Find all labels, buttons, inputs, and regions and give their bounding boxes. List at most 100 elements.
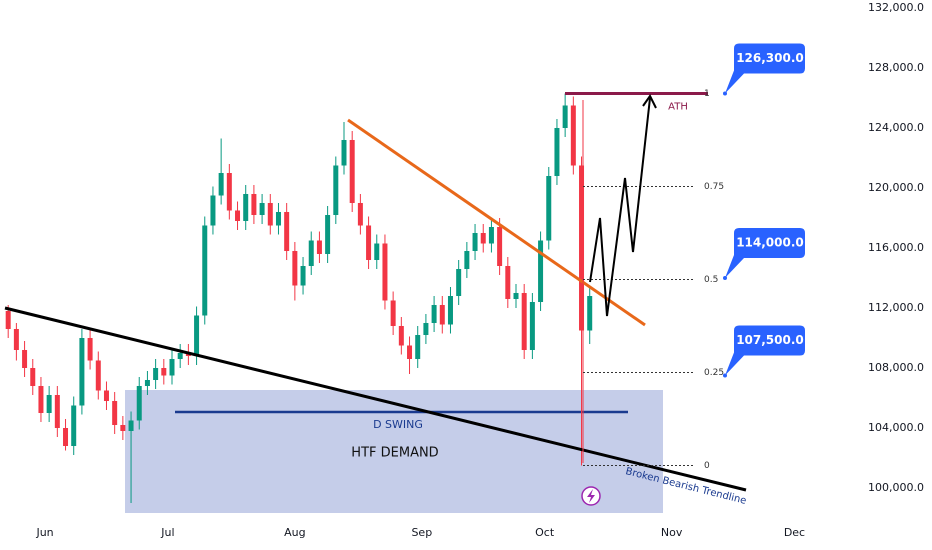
candle-body bbox=[529, 301, 535, 350]
candle-body bbox=[251, 193, 257, 215]
candle-body bbox=[423, 322, 429, 335]
candle-body bbox=[472, 232, 478, 251]
candle-body bbox=[521, 292, 527, 350]
fib: 1 0.75 0.5 0.25 0 ATH 126,300.0 114,000.0 107,50… bbox=[565, 43, 805, 471]
candle-body bbox=[398, 325, 404, 346]
candle-body bbox=[415, 334, 421, 359]
fib-label: 1 bbox=[704, 89, 710, 99]
candle-body bbox=[431, 304, 437, 323]
candle-body bbox=[161, 367, 167, 376]
candle-body bbox=[38, 385, 44, 413]
y-tick-label: 112,000.0 bbox=[868, 301, 924, 314]
price-tag-box bbox=[725, 43, 805, 94]
fib-label: 0.5 bbox=[704, 275, 718, 285]
y-tick-label: 100,000.0 bbox=[868, 481, 924, 494]
candle-body bbox=[570, 105, 576, 166]
candle-body bbox=[488, 226, 494, 244]
candle-body bbox=[95, 360, 101, 391]
price-tag-box bbox=[725, 227, 805, 278]
candle-body bbox=[341, 139, 347, 166]
axes: 132,000.0 128,000.0 124,000.0 120,000.0 116,… bbox=[35, 1, 924, 539]
candle-body bbox=[349, 139, 355, 203]
candle-body bbox=[202, 225, 208, 316]
candle-body bbox=[374, 243, 380, 260]
candle-body bbox=[63, 427, 69, 446]
y-tick-label: 116,000.0 bbox=[868, 241, 924, 254]
y-tick-label: 104,000.0 bbox=[868, 421, 924, 434]
candle-body bbox=[497, 226, 503, 266]
candle-body bbox=[325, 214, 331, 254]
candle-body bbox=[79, 337, 85, 406]
price-tag-label: 126,300.0 bbox=[736, 51, 804, 65]
candle-body bbox=[30, 367, 36, 386]
candle-body bbox=[480, 232, 486, 244]
price-tag-dot bbox=[723, 373, 727, 378]
fib-label: 0.25 bbox=[704, 368, 724, 378]
y-tick-label: 124,000.0 bbox=[868, 121, 924, 134]
descending-trendline bbox=[347, 118, 646, 327]
candle-body bbox=[54, 394, 60, 428]
candle-body bbox=[235, 210, 241, 221]
candle-body bbox=[407, 345, 413, 359]
candle-body bbox=[390, 300, 396, 326]
candle-body bbox=[579, 165, 585, 331]
candle-body bbox=[447, 295, 453, 325]
candle-body bbox=[243, 193, 249, 221]
candle-body bbox=[177, 352, 183, 359]
candle-body bbox=[267, 202, 273, 226]
ath-label: ATH bbox=[668, 101, 688, 112]
candle-body bbox=[505, 265, 511, 299]
y-tick-label: 108,000.0 bbox=[868, 361, 924, 374]
candle-body bbox=[13, 328, 19, 350]
price-tag-dot bbox=[723, 91, 727, 96]
fib-label: 0.75 bbox=[704, 182, 724, 192]
candle-body bbox=[382, 243, 388, 301]
candle-body bbox=[316, 240, 322, 254]
candle-body bbox=[144, 379, 150, 386]
candle-body bbox=[103, 390, 109, 401]
y-tick-label: 132,000.0 bbox=[868, 1, 924, 14]
candle-body bbox=[136, 385, 142, 421]
candle-body bbox=[153, 367, 159, 380]
candle-body bbox=[562, 105, 568, 128]
x-tick-label: Dec bbox=[784, 526, 805, 539]
candle-body bbox=[357, 202, 363, 226]
price-tag-dot bbox=[723, 275, 727, 280]
zone-label: HTF DEMAND bbox=[351, 446, 438, 461]
price-tag-label: 114,000.0 bbox=[736, 235, 804, 249]
candle-body bbox=[587, 295, 593, 331]
candle-body bbox=[22, 349, 28, 368]
candle-body bbox=[120, 424, 126, 431]
candle-body bbox=[366, 225, 372, 260]
x-tick-label: Aug bbox=[284, 526, 305, 539]
candles bbox=[5, 93, 593, 503]
price-tag-label: 107,500.0 bbox=[736, 333, 804, 347]
bearish-trendline bbox=[4, 306, 747, 492]
y-tick-label: 128,000.0 bbox=[868, 61, 924, 74]
candle-body bbox=[456, 268, 462, 296]
candle-body bbox=[5, 310, 11, 329]
candle-body bbox=[194, 315, 200, 356]
x-tick-label: Jul bbox=[160, 526, 174, 539]
demand-zone bbox=[125, 390, 663, 513]
candle-body bbox=[308, 240, 314, 266]
candle-body bbox=[538, 240, 544, 302]
candle-body bbox=[87, 337, 93, 361]
x-tick-label: Oct bbox=[535, 526, 555, 539]
candle-body bbox=[464, 250, 470, 269]
candle-body bbox=[300, 265, 306, 286]
x-tick-label: Nov bbox=[661, 526, 683, 539]
candle-body bbox=[259, 202, 265, 215]
swing-label: D SWING bbox=[373, 418, 423, 431]
x-tick-label: Sep bbox=[411, 526, 432, 539]
candle-body bbox=[128, 420, 134, 431]
candle-body bbox=[71, 405, 77, 446]
candle-body bbox=[284, 211, 290, 251]
x-tick-label: Jun bbox=[35, 526, 53, 539]
event-bolt bbox=[587, 489, 595, 503]
candle-body bbox=[218, 172, 224, 196]
candle-body bbox=[169, 358, 175, 376]
candle-body bbox=[210, 195, 216, 226]
candle-body bbox=[292, 250, 298, 286]
